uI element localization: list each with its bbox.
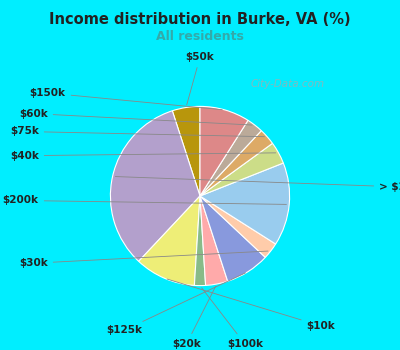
Text: $200k: $200k (3, 196, 286, 205)
Text: $40k: $40k (10, 151, 276, 161)
Wedge shape (200, 131, 272, 196)
Text: All residents: All residents (156, 30, 244, 43)
Wedge shape (200, 120, 261, 196)
Wedge shape (200, 106, 248, 196)
Wedge shape (200, 163, 290, 244)
Wedge shape (172, 106, 200, 196)
Wedge shape (200, 196, 228, 285)
Text: > $200k: > $200k (115, 176, 400, 192)
Text: $10k: $10k (167, 279, 335, 331)
Text: City-Data.com: City-Data.com (251, 79, 325, 89)
Text: Income distribution in Burke, VA (%): Income distribution in Burke, VA (%) (49, 12, 351, 27)
Text: $20k: $20k (172, 287, 216, 349)
Wedge shape (200, 196, 276, 257)
Text: $50k: $50k (186, 52, 214, 105)
Wedge shape (194, 196, 206, 286)
Wedge shape (200, 196, 265, 281)
Text: $60k: $60k (19, 108, 252, 125)
Text: $75k: $75k (10, 126, 264, 137)
Text: $100k: $100k (202, 288, 263, 349)
Text: $150k: $150k (30, 88, 222, 110)
Wedge shape (139, 196, 200, 285)
Text: $30k: $30k (19, 251, 268, 268)
Wedge shape (110, 111, 200, 261)
Wedge shape (200, 144, 283, 196)
Text: $125k: $125k (106, 273, 246, 335)
